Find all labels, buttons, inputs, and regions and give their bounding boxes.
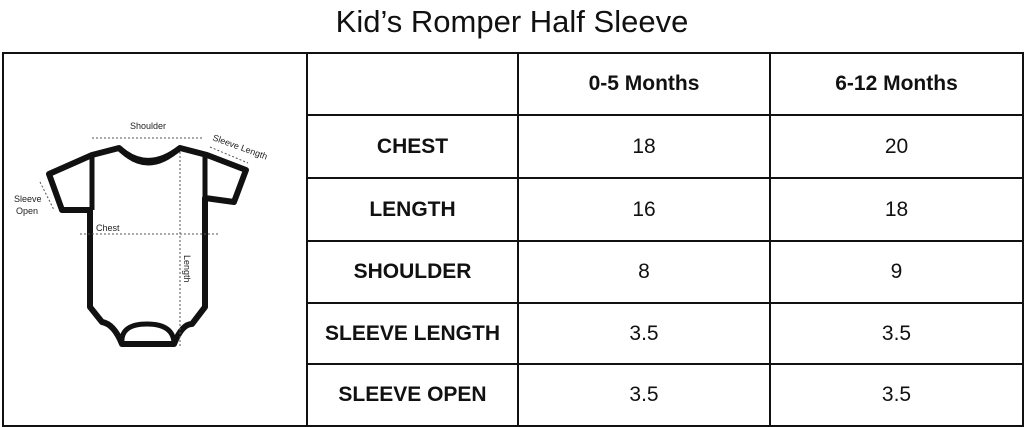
table-cell: 3.5 [881,383,912,406]
row-label: SLEEVE OPEN [308,365,519,425]
row-label: SLEEVE LENGTH [308,304,519,365]
table-cell: 3.5 [519,304,771,365]
sleeve-open-label-1: Sleeve [14,194,42,204]
sleeve-open-label-2: Open [16,206,38,216]
row-label: CHEST [308,116,519,179]
page-title: Kid’s Romper Half Sleeve [335,4,689,39]
table-cell: 8 [519,242,771,304]
table-cell: 3.5 [519,365,771,425]
romper-diagram: Shoulder Sleeve Length Sleeve Open Chest… [4,54,308,425]
table-cell: 18 [771,179,1022,242]
romper-illustration-icon: Shoulder Sleeve Length Sleeve Open Chest… [14,121,269,347]
shoulder-label: Shoulder [130,121,166,131]
table-cell: 18 [519,116,771,179]
length-label: Length [182,255,192,283]
table-cell: 16 [519,179,771,242]
row-label: SHOULDER [308,242,519,304]
header-cell: 6-12 Months [771,54,1022,116]
size-chart-table: Shoulder Sleeve Length Sleeve Open Chest… [2,52,1024,427]
header-cell [308,54,519,116]
row-label: LENGTH [308,179,519,242]
table-cell: 3.5 [771,304,1022,365]
table-cell: 9 [771,242,1022,304]
header-cell: 0-5 Months [519,54,771,116]
table-cell: 20 [771,116,1022,179]
chest-label: Chest [96,223,120,233]
